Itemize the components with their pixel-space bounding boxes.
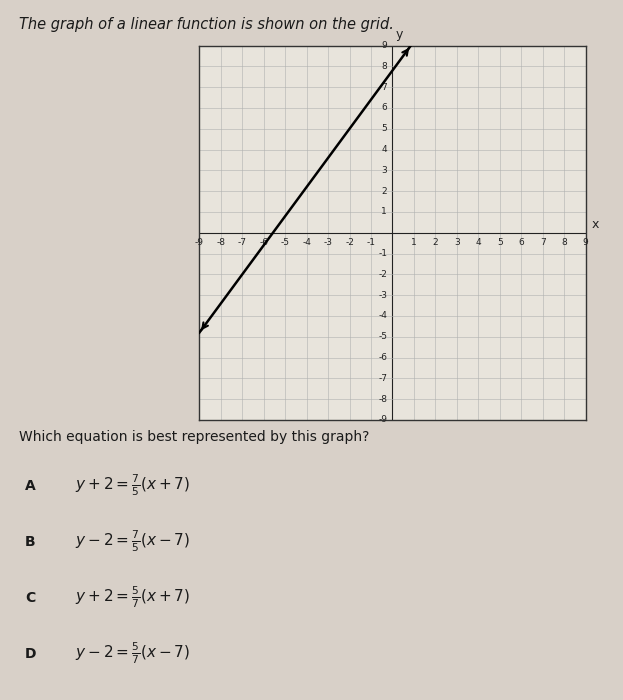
Text: 7: 7 [540, 238, 546, 247]
Text: $y+2=\frac{5}{7}(x+7)$: $y+2=\frac{5}{7}(x+7)$ [75, 584, 190, 610]
Text: 1: 1 [411, 238, 417, 247]
Text: -2: -2 [345, 238, 354, 247]
Text: -6: -6 [259, 238, 269, 247]
Text: $y-2=\frac{7}{5}(x-7)$: $y-2=\frac{7}{5}(x-7)$ [75, 528, 190, 554]
Text: 6: 6 [381, 104, 387, 113]
Text: -7: -7 [378, 374, 387, 383]
Text: -9: -9 [195, 238, 204, 247]
Text: -7: -7 [238, 238, 247, 247]
Text: The graph of a linear function is shown on the grid.: The graph of a linear function is shown … [19, 18, 394, 32]
Text: 3: 3 [454, 238, 460, 247]
Text: -1: -1 [366, 238, 376, 247]
Text: D: D [25, 648, 36, 661]
Text: -3: -3 [323, 238, 333, 247]
Text: C: C [25, 592, 35, 606]
Text: -3: -3 [378, 290, 387, 300]
Text: -2: -2 [378, 270, 387, 279]
Text: 2: 2 [432, 238, 438, 247]
Text: -5: -5 [378, 332, 387, 342]
Text: 9: 9 [381, 41, 387, 50]
Text: -8: -8 [216, 238, 226, 247]
Text: 6: 6 [518, 238, 524, 247]
Text: -4: -4 [378, 312, 387, 321]
Text: -8: -8 [378, 395, 387, 404]
Text: 9: 9 [583, 238, 589, 247]
Text: 4: 4 [475, 238, 481, 247]
Text: 5: 5 [381, 124, 387, 133]
Text: 3: 3 [381, 166, 387, 175]
Text: A: A [25, 480, 36, 494]
Text: 8: 8 [561, 238, 567, 247]
Text: 8: 8 [381, 62, 387, 71]
Text: -1: -1 [378, 249, 387, 258]
Text: 2: 2 [381, 187, 387, 195]
Text: B: B [25, 536, 36, 550]
Text: x: x [592, 218, 599, 231]
Text: $y-2=\frac{5}{7}(x-7)$: $y-2=\frac{5}{7}(x-7)$ [75, 640, 190, 666]
Text: y: y [396, 28, 403, 41]
Text: -5: -5 [281, 238, 290, 247]
Text: -4: -4 [302, 238, 311, 247]
Text: -6: -6 [378, 353, 387, 362]
Text: 1: 1 [381, 207, 387, 216]
Text: Which equation is best represented by this graph?: Which equation is best represented by th… [19, 430, 369, 444]
Text: 4: 4 [381, 145, 387, 154]
Text: 7: 7 [381, 83, 387, 92]
Text: $y+2=\frac{7}{5}(x+7)$: $y+2=\frac{7}{5}(x+7)$ [75, 473, 190, 498]
Text: -9: -9 [378, 416, 387, 424]
Text: 5: 5 [497, 238, 503, 247]
